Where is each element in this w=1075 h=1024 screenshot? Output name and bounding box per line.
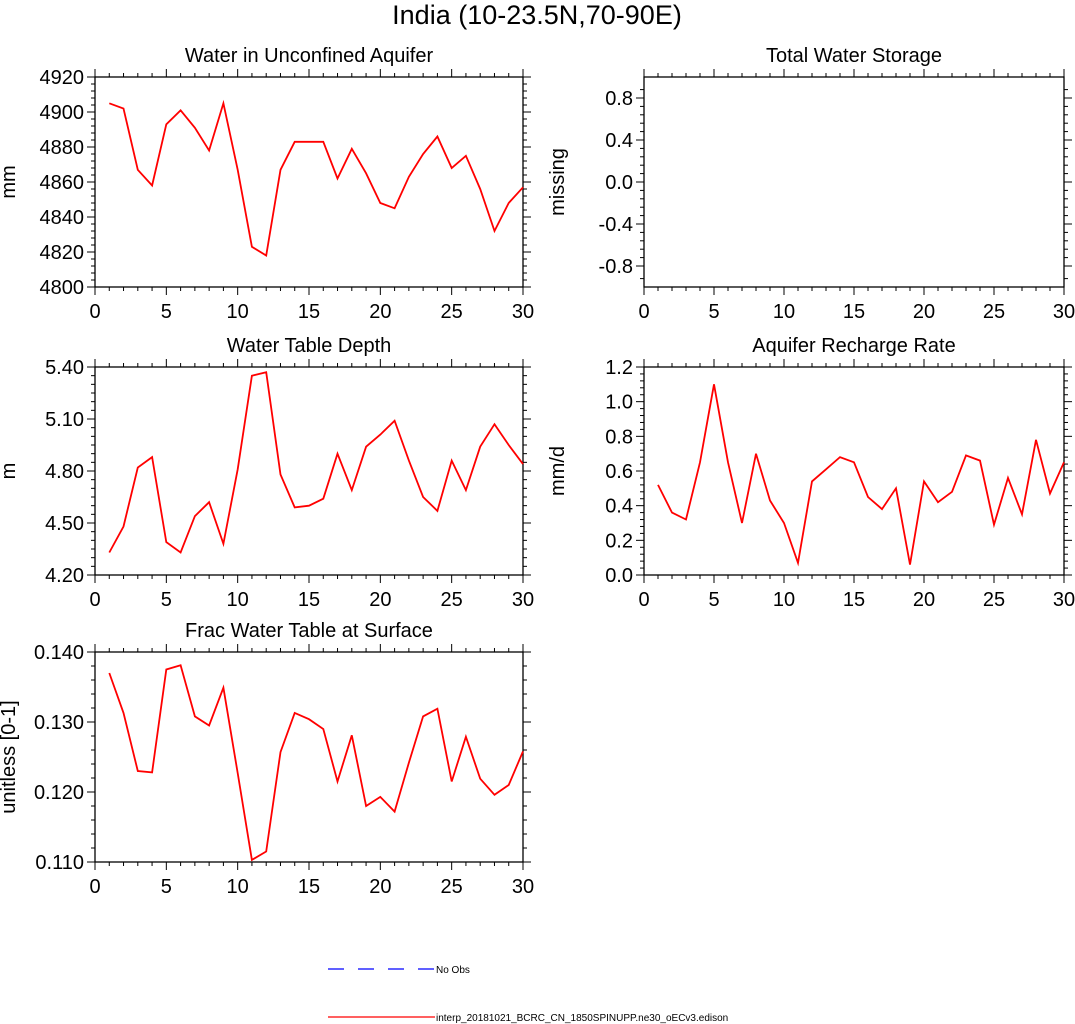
- plot-frame: [94, 76, 524, 288]
- x-tick-label: 30: [1053, 301, 1075, 323]
- x-tick-label: 5: [708, 589, 719, 611]
- y-tick-label: 4880: [40, 137, 85, 159]
- chart-title: Water in Unconfined Aquifer: [185, 45, 434, 67]
- y-tick-label: 0.4: [605, 496, 633, 518]
- x-tick-label: 25: [441, 876, 463, 898]
- y-axis-label: m: [0, 463, 20, 480]
- series-line: [657, 384, 1065, 567]
- figure-title: India (10-23.5N,70-90E): [392, 0, 682, 30]
- x-tick-label: 30: [512, 301, 534, 323]
- chart-title: Total Water Storage: [766, 45, 942, 67]
- y-tick-label: 0.140: [34, 642, 84, 664]
- x-tick-label: 0: [638, 301, 649, 323]
- x-tick-label: 15: [843, 301, 865, 323]
- y-axis-label: missing: [547, 148, 569, 216]
- x-tick-label: 5: [161, 301, 172, 323]
- chart-panel-4: Aquifer Recharge Rate mm/d 0.0 0.2 0.4 0.6 0.8…: [547, 335, 1075, 611]
- x-tick-label: 10: [773, 589, 795, 611]
- y-tick-label: 4800: [40, 277, 85, 299]
- series-line: [108, 371, 524, 554]
- y-tick-label: 0.4: [605, 130, 633, 152]
- y-tick-label: 5.40: [45, 357, 84, 379]
- x-tick-label: 10: [227, 589, 249, 611]
- x-tick-label: 25: [441, 301, 463, 323]
- x-tick-label: 25: [983, 589, 1005, 611]
- x-tick-label: 5: [708, 301, 719, 323]
- y-tick-label: 4.80: [45, 461, 84, 483]
- x-tick-label: 30: [1053, 589, 1075, 611]
- x-tick-label: 15: [298, 876, 320, 898]
- x-tick-label: 30: [512, 589, 534, 611]
- x-tick-label: 5: [161, 876, 172, 898]
- y-tick-label: 1.2: [605, 357, 633, 379]
- y-tick-label: -0.4: [599, 214, 633, 236]
- y-axis-label: unitless [0-1]: [0, 700, 20, 813]
- y-tick-label: 4840: [40, 207, 85, 229]
- y-tick-label: 0.8: [605, 426, 633, 448]
- x-tick-label: 10: [773, 301, 795, 323]
- plot-frame: [643, 366, 1065, 576]
- x-tick-label: 25: [983, 301, 1005, 323]
- chart-title: Frac Water Table at Surface: [185, 620, 433, 642]
- x-tick-label: 20: [913, 589, 935, 611]
- legend-model-label: interp_20181021_BCRC_CN_1850SPINUPP.ne30…: [436, 1013, 728, 1024]
- series-line: [108, 99, 524, 257]
- y-tick-label: 0.2: [605, 530, 633, 552]
- x-tick-label: 25: [441, 589, 463, 611]
- y-tick-label: 5.10: [45, 409, 84, 431]
- y-tick-label: 0.0: [605, 172, 633, 194]
- chart-panel-2: Total Water Storage missing -0.8 -0.4 0.0 0.4…: [547, 45, 1075, 323]
- chart-panel-5: Frac Water Table at Surface unitless [0-1…: [0, 620, 534, 898]
- x-tick-label: 20: [369, 876, 391, 898]
- chart-panels: Water in Unconfined Aquifer mm 4800 4820 484…: [0, 45, 1075, 898]
- chart-title: Water Table Depth: [227, 335, 392, 357]
- x-tick-label: 20: [369, 589, 391, 611]
- y-axis-label: mm/d: [547, 446, 569, 496]
- y-tick-label: 0.130: [34, 712, 84, 734]
- series-line: [108, 664, 524, 862]
- y-tick-label: 4.50: [45, 513, 84, 535]
- x-tick-label: 0: [89, 301, 100, 323]
- x-tick-label: 20: [369, 301, 391, 323]
- y-tick-label: 1.0: [605, 392, 633, 414]
- y-tick-label: 4860: [40, 172, 85, 194]
- y-tick-label: 0.8: [605, 88, 633, 110]
- plot-frame: [643, 76, 1065, 288]
- y-tick-label: 0.6: [605, 461, 633, 483]
- x-tick-label: 15: [298, 301, 320, 323]
- x-tick-label: 10: [227, 301, 249, 323]
- x-tick-label: 15: [843, 589, 865, 611]
- y-tick-label: 4920: [40, 67, 85, 89]
- plot-frame: [94, 651, 524, 863]
- y-tick-label: 0.0: [605, 565, 633, 587]
- x-tick-label: 0: [89, 876, 100, 898]
- chart-title: Aquifer Recharge Rate: [752, 335, 955, 357]
- x-tick-label: 30: [512, 876, 534, 898]
- legend: No Obs interp_20181021_BCRC_CN_1850SPINU…: [328, 965, 728, 1024]
- y-tick-label: 0.120: [34, 782, 84, 804]
- y-tick-label: -0.8: [599, 256, 633, 278]
- y-axis-label: mm: [0, 165, 20, 198]
- x-tick-label: 0: [89, 589, 100, 611]
- y-tick-label: 4900: [40, 102, 85, 124]
- y-tick-label: 0.110: [35, 852, 84, 874]
- plot-frame: [94, 366, 524, 576]
- x-tick-label: 0: [638, 589, 649, 611]
- x-tick-label: 15: [298, 589, 320, 611]
- chart-panel-1: Water in Unconfined Aquifer mm 4800 4820 484…: [0, 45, 534, 323]
- x-tick-label: 5: [161, 589, 172, 611]
- x-tick-label: 10: [227, 876, 249, 898]
- y-tick-label: 4820: [40, 242, 85, 264]
- chart-panel-3: Water Table Depth m 4.20 4.50 4.80 5.10 5.40 0 5…: [0, 335, 534, 611]
- x-tick-label: 20: [913, 301, 935, 323]
- legend-obs-label: No Obs: [436, 965, 470, 976]
- y-tick-label: 4.20: [45, 565, 84, 587]
